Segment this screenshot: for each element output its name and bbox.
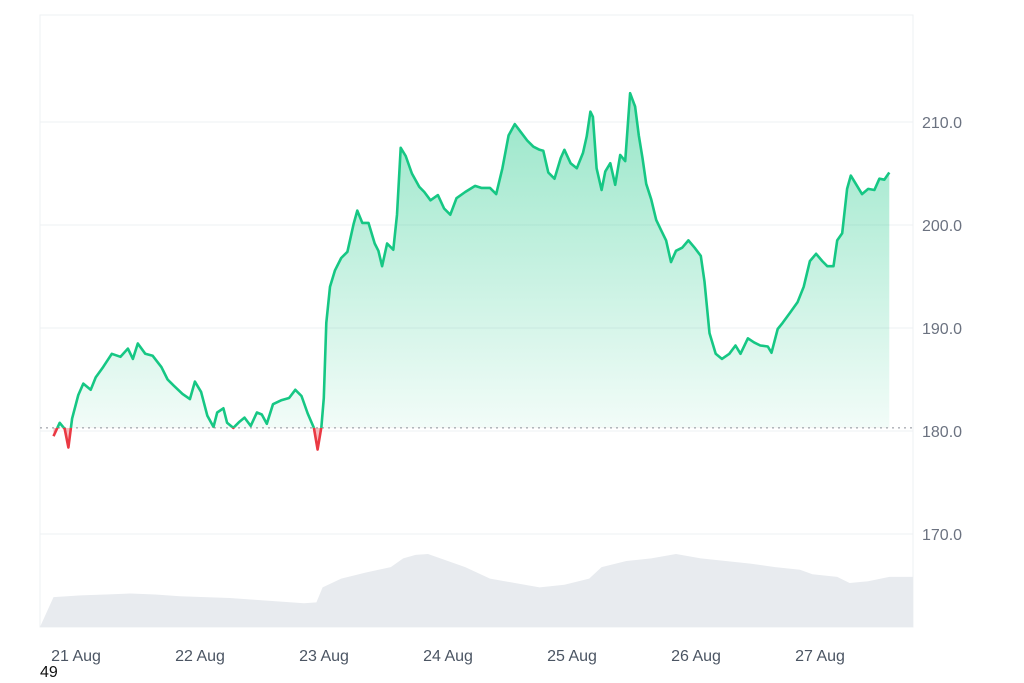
volume-area: [40, 553, 913, 627]
price-area: [53, 93, 890, 450]
corner-label: 49: [40, 664, 58, 681]
x-tick-label: 22 Aug: [175, 648, 225, 665]
y-tick-label: 170.0: [922, 527, 962, 544]
volume-fill: [40, 553, 913, 627]
x-tick-label: 25 Aug: [547, 648, 597, 665]
price-area-up: [53, 93, 890, 428]
price-line: [52, 91, 891, 451]
y-tick-label: 200.0: [922, 218, 962, 235]
y-tick-label: 210.0: [922, 115, 962, 132]
x-tick-label: 27 Aug: [795, 648, 845, 665]
y-tick-label: 180.0: [922, 424, 962, 441]
y-axis: 210.0 200.0 190.0 180.0 170.0: [922, 115, 962, 544]
price-line-up: [55, 91, 891, 428]
x-axis: 21 Aug 22 Aug 23 Aug 24 Aug 25 Aug 26 Aug 27 A…: [51, 648, 845, 665]
x-tick-label: 24 Aug: [423, 648, 473, 665]
x-tick-label: 23 Aug: [299, 648, 349, 665]
x-tick-label: 26 Aug: [671, 648, 721, 665]
x-tick-label: 21 Aug: [51, 648, 101, 665]
y-tick-label: 190.0: [922, 321, 962, 338]
